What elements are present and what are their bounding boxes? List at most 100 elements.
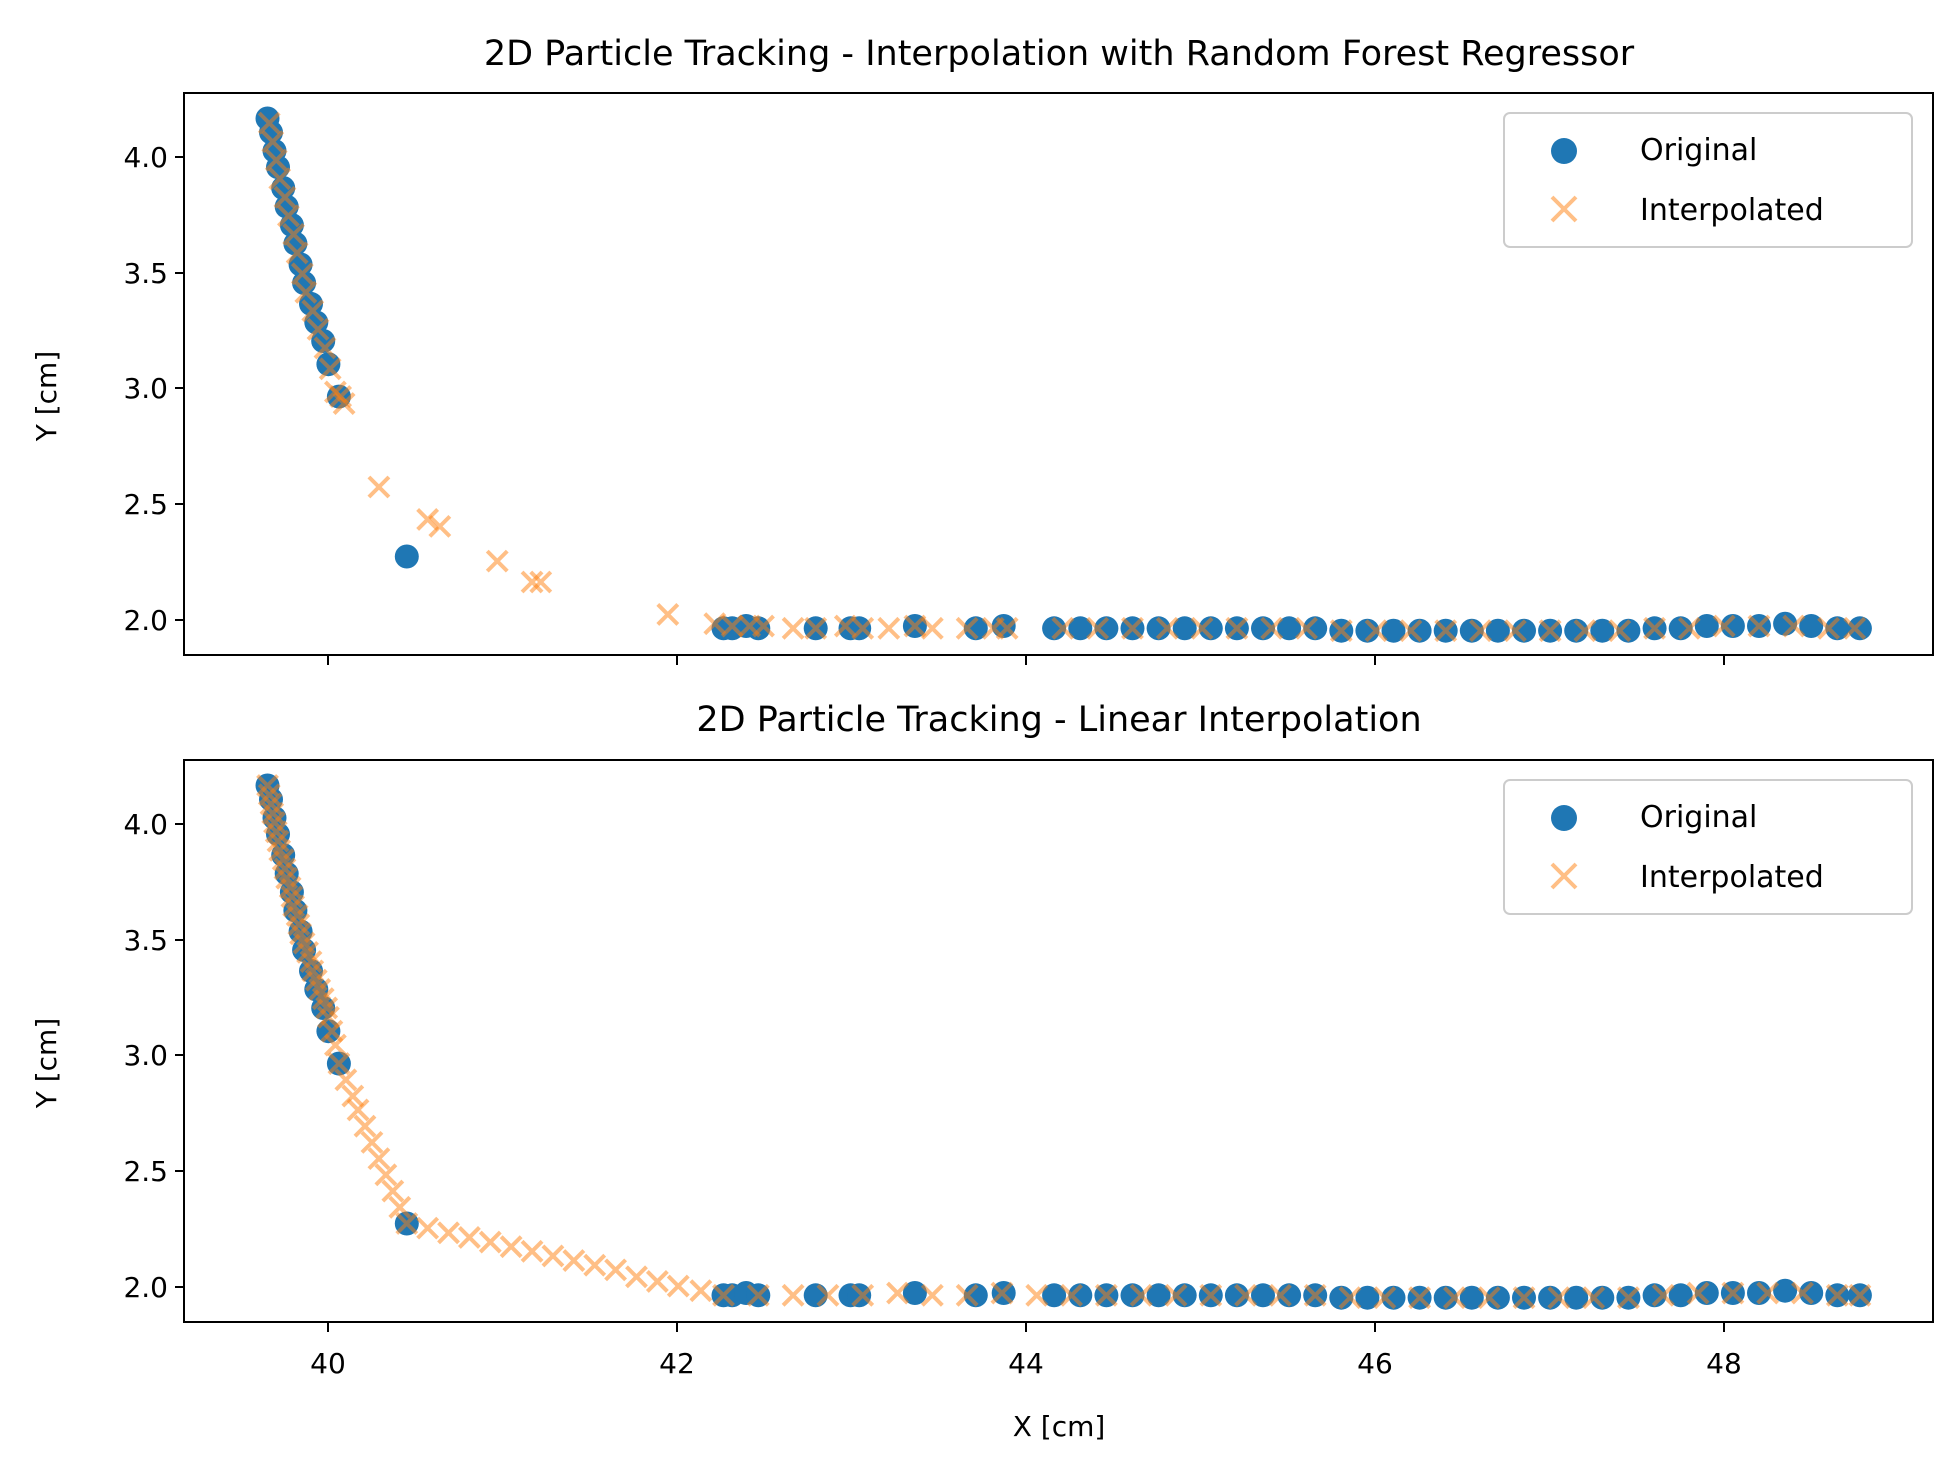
top-interpolated-point-39 [1086, 616, 1110, 640]
bottom-interpolated-point-31 [346, 1098, 370, 1122]
bottom-interpolated-point-48 [604, 1258, 628, 1282]
top-original-point-44 [1512, 618, 1536, 643]
bottom-interpolated-point-36 [381, 1179, 405, 1203]
top-interpolated-point-27 [752, 614, 775, 638]
top-legend: Original Interpolated [1503, 112, 1913, 248]
bottom-interpolated-point-80 [1651, 1283, 1675, 1307]
top-original-point-11 [304, 310, 329, 335]
bottom-interpolated-points [256, 774, 1872, 1310]
top-interpolated-point-20 [485, 549, 509, 573]
bottom-interpolated-point-70 [1303, 1283, 1327, 1307]
top-legend-original-label: Original [1640, 133, 1757, 168]
top-original-point-46 [1564, 618, 1589, 643]
top-original-point-36 [1303, 616, 1328, 641]
bottom-original-point-39 [1381, 1285, 1406, 1310]
bottom-original-point-22 [847, 1283, 872, 1308]
top-interpolated-point-37 [995, 616, 1019, 640]
top-interpolated-point-35 [955, 616, 979, 640]
bottom-legend: Original Interpolated [1503, 779, 1913, 915]
bottom-interpolated-point-72 [1373, 1286, 1397, 1310]
top-interpolated-point-49 [1434, 619, 1458, 643]
bottom-interpolated-point-26 [320, 1019, 344, 1043]
top-interpolated-point-0 [257, 111, 281, 135]
bottom-interpolated-point-54 [746, 1283, 770, 1307]
bottom-interpolated-point-29 [334, 1068, 358, 1092]
top-interpolated-point-4 [273, 185, 297, 209]
top-interpolated-point-57 [1712, 614, 1736, 638]
bottom-interpolated-point-39 [416, 1216, 440, 1240]
bottom-interpolated-point-47 [583, 1253, 607, 1277]
top-interpolated-point-1 [261, 130, 285, 154]
bottom-interpolated-point-28 [327, 1052, 351, 1076]
bottom-interpolated-point-45 [541, 1244, 565, 1268]
bottom-interpolated-point-58 [886, 1281, 909, 1305]
top-interpolated-point-61 [1843, 616, 1867, 640]
bottom-interpolated-point-25 [317, 1005, 340, 1029]
bottom-interpolated-point-77 [1547, 1286, 1571, 1310]
top-interpolated-point-55 [1643, 616, 1666, 640]
top-interpolated-point-60 [1817, 616, 1840, 640]
bottom-interpolated-point-63 [1060, 1283, 1083, 1307]
bottom-interpolated-point-74 [1443, 1286, 1466, 1310]
top-chart-title: 2D Particle Tracking - Interpolation wit… [484, 34, 1635, 74]
bottom-interpolated-point-37 [388, 1195, 412, 1219]
top-interpolated-point-41 [1155, 616, 1179, 640]
top-legend-interpolated-marker [1550, 195, 1578, 223]
bottom-original-point-20 [803, 1283, 828, 1308]
bottom-original-point-26 [1042, 1283, 1067, 1308]
top-interpolated-point-58 [1747, 614, 1771, 638]
top-y-axis-label: Y [cm] [30, 351, 63, 443]
bottom-y-tick-label-4-0: 4.0 [123, 808, 168, 841]
top-original-point-40 [1407, 618, 1432, 643]
bottom-x-axis-label: X [cm] [1013, 1410, 1106, 1443]
bottom-interpolated-point-56 [816, 1283, 840, 1307]
top-interpolated-point-50 [1469, 619, 1492, 643]
bottom-original-point-46 [1564, 1285, 1589, 1310]
bottom-legend-box [1503, 779, 1913, 915]
top-interpolated-point-10 [301, 299, 325, 323]
bottom-interpolated-point-75 [1477, 1286, 1501, 1310]
bottom-interpolated-point-38 [395, 1212, 419, 1235]
top-interpolated-point-29 [804, 616, 828, 640]
top-interpolated-point-5 [277, 204, 300, 228]
top-original-point-28 [1094, 616, 1119, 641]
top-y-tick-label-3-0: 3.0 [123, 372, 168, 405]
bottom-original-point-41 [1433, 1285, 1458, 1310]
top-interpolated-point-23 [656, 603, 680, 626]
bottom-original-point-47 [1590, 1285, 1615, 1310]
top-interpolated-point-48 [1399, 619, 1423, 643]
bottom-interpolated-point-85 [1825, 1283, 1849, 1307]
bottom-chart-title: 2D Particle Tracking - Linear Interpolat… [696, 700, 1421, 740]
bottom-original-point-33 [1224, 1283, 1249, 1308]
bottom-original-point-42 [1459, 1285, 1484, 1310]
bottom-original-point-51 [1694, 1281, 1719, 1305]
top-legend-original-marker [1551, 138, 1577, 164]
top-original-point-56 [1825, 616, 1850, 641]
bottom-legend-original-marker [1551, 805, 1577, 831]
top-interpolated-point-22 [529, 570, 553, 594]
top-interpolated-point-52 [1538, 619, 1562, 643]
top-original-point-55 [1799, 614, 1824, 638]
bottom-interpolated-point-76 [1512, 1286, 1536, 1310]
top-original-point-10 [299, 291, 323, 316]
bottom-y-tick-label-3-5: 3.5 [123, 924, 168, 957]
bottom-interpolated-point-68 [1234, 1283, 1257, 1307]
top-interpolated-points [257, 111, 1867, 643]
top-original-point-39 [1381, 618, 1406, 643]
top-original-point-48 [1616, 618, 1641, 643]
bottom-interpolated-point-51 [666, 1274, 690, 1298]
top-interpolated-point-47 [1364, 619, 1388, 643]
top-interpolated-point-38 [1051, 616, 1075, 640]
bottom-interpolated-point-33 [360, 1130, 384, 1154]
top-y-tick-label-4-0: 4.0 [123, 141, 168, 174]
bottom-original-point-53 [1747, 1281, 1771, 1305]
top-interpolated-point-53 [1573, 619, 1597, 643]
top-legend-box [1503, 112, 1913, 248]
bottom-original-point-45 [1538, 1285, 1563, 1310]
top-original-point-57 [1847, 616, 1872, 641]
top-original-point-12 [311, 329, 336, 353]
bottom-original-point-34 [1251, 1283, 1275, 1308]
top-interpolated-point-2 [264, 148, 288, 172]
bottom-interpolated-point-27 [323, 1033, 347, 1057]
top-y-axis: 2.0 2.5 3.0 3.5 4.0 Y [cm] [30, 141, 184, 637]
